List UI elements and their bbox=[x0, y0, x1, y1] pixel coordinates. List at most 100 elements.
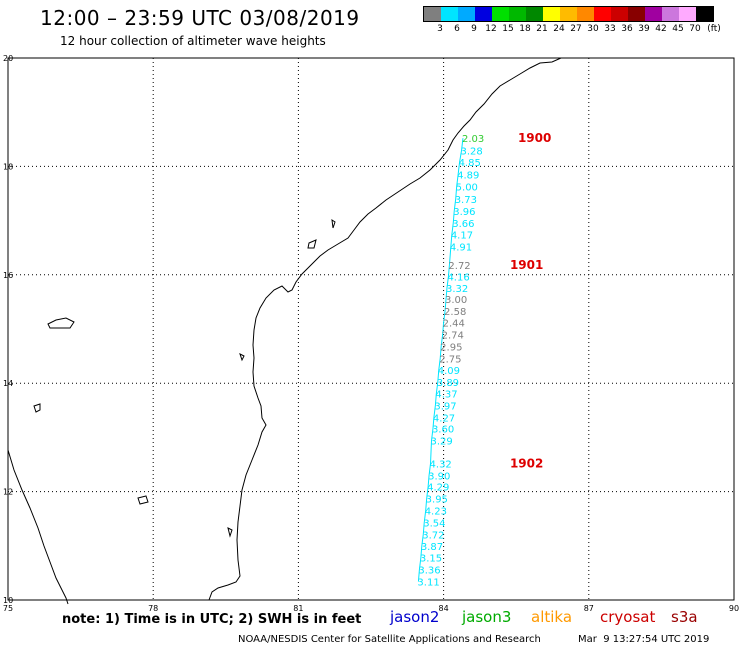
wave-height-label: 2.72 bbox=[448, 261, 470, 272]
coastline-west bbox=[7, 449, 69, 605]
wave-height-label: 3.72 bbox=[422, 530, 444, 541]
island-4 bbox=[307, 239, 317, 249]
wave-height-label: 3.97 bbox=[434, 401, 456, 412]
coastline-india-east bbox=[208, 57, 562, 601]
lon-tick-label: 81 bbox=[293, 604, 303, 613]
lon-tick-label: 87 bbox=[584, 604, 594, 613]
legend-ticks: 3 6 9 12 15 18 21 24 27 30 33 36 39 42 45 70 (ft) bbox=[423, 22, 721, 36]
legend-swatch bbox=[492, 7, 509, 21]
pass-time-label: 1902 bbox=[510, 456, 543, 470]
color-legend: 3 6 9 12 15 18 21 24 27 30 33 36 39 42 45 70 (ft) bbox=[423, 6, 721, 36]
island-2 bbox=[137, 495, 149, 505]
legend-tick-label: 3 bbox=[437, 24, 443, 34]
satellite-cryosat: cryosat bbox=[600, 608, 656, 626]
legend-swatch bbox=[458, 7, 475, 21]
wave-height-label: 2.58 bbox=[444, 307, 466, 318]
page-title: 12:00 – 23:59 UTC 03/08/2019 bbox=[40, 6, 360, 30]
wave-height-label: 4.23 bbox=[425, 507, 447, 518]
wave-height-label: 4.91 bbox=[450, 243, 472, 254]
legend-tick-label: 33 bbox=[604, 24, 616, 34]
island-1 bbox=[47, 317, 75, 329]
island-7 bbox=[239, 353, 245, 362]
wave-height-label: 4.29 bbox=[427, 483, 449, 494]
legend-tick-label: 6 bbox=[454, 24, 460, 34]
wave-height-label: 3.15 bbox=[420, 554, 442, 565]
legend-tick-label: 18 bbox=[519, 24, 531, 34]
legend-tick-label: 30 bbox=[587, 24, 599, 34]
wave-height-label: 4.16 bbox=[447, 272, 469, 283]
wave-height-label: 3.87 bbox=[421, 542, 443, 553]
wave-height-label: 4.85 bbox=[459, 158, 481, 169]
legend-swatch bbox=[526, 7, 543, 21]
legend-swatch bbox=[509, 7, 526, 21]
legend-tick-label: 42 bbox=[655, 24, 667, 34]
legend-swatch bbox=[679, 7, 696, 21]
legend-swatch bbox=[424, 7, 441, 21]
generated-timestamp: Mar 9 13:27:54 UTC 2019 bbox=[578, 634, 710, 645]
wave-height-label: 3.36 bbox=[418, 566, 440, 577]
wave-height-label: 3.60 bbox=[432, 425, 454, 436]
legend-tick-label: 21 bbox=[536, 24, 548, 34]
wave-height-label: 4.17 bbox=[451, 231, 473, 242]
map-frame bbox=[7, 57, 735, 601]
wave-height-label: 3.54 bbox=[423, 518, 445, 529]
wave-height-label: 2.75 bbox=[439, 354, 461, 365]
legend-swatch bbox=[543, 7, 560, 21]
wave-height-label: 3.90 bbox=[428, 471, 450, 482]
pass-time-label: 1901 bbox=[510, 258, 543, 272]
observation-layer: 2.03 3.284.85 4.895.00 3.733.963.664.174.91… bbox=[417, 131, 551, 588]
satellite-ground-track bbox=[417, 138, 464, 582]
legend-swatches bbox=[423, 6, 714, 22]
legend-swatch bbox=[662, 7, 679, 21]
island-6 bbox=[227, 527, 233, 538]
wave-height-label: 2.03 bbox=[462, 134, 484, 145]
pass-time-label: 1900 bbox=[518, 131, 551, 145]
wave-height-label: 4.89 bbox=[457, 171, 479, 182]
wave-height-label: 3.00 bbox=[445, 295, 467, 306]
wave-height-label: 4.32 bbox=[430, 459, 452, 470]
lon-tick-label: 84 bbox=[439, 604, 449, 613]
legend-tick-label: 15 bbox=[502, 24, 514, 34]
wave-height-label: 3.32 bbox=[446, 284, 468, 295]
wave-height-label: 4.37 bbox=[435, 389, 457, 400]
wave-height-label: 4.09 bbox=[438, 366, 460, 377]
island-3 bbox=[33, 403, 41, 413]
island-5 bbox=[331, 218, 336, 229]
satellite-altika: altika bbox=[531, 608, 573, 626]
legend-tick-label: 27 bbox=[570, 24, 582, 34]
satellite-s3a: s3a bbox=[671, 608, 698, 626]
coastline bbox=[7, 57, 562, 605]
legend-swatch bbox=[696, 7, 713, 21]
footer-note: note: 1) Time is in UTC; 2) SWH is in fe… bbox=[62, 612, 362, 627]
satellite-jason2: jason2 bbox=[390, 608, 440, 626]
legend-tick-label: 39 bbox=[638, 24, 650, 34]
lon-tick-label: 78 bbox=[148, 604, 158, 613]
legend-tick-label: 36 bbox=[621, 24, 633, 34]
wave-height-label: 3.11 bbox=[417, 578, 439, 589]
legend-swatch bbox=[475, 7, 492, 21]
wave-height-label: 3.66 bbox=[452, 219, 474, 230]
lon-tick-label: 75 bbox=[3, 604, 13, 613]
wave-height-label: 3.95 bbox=[426, 495, 448, 506]
legend-swatch bbox=[645, 7, 662, 21]
wave-height-label: 3.73 bbox=[455, 195, 477, 206]
legend-tick-label: 70 bbox=[689, 24, 701, 34]
lon-tick-label: 90 bbox=[729, 604, 739, 613]
legend-swatch bbox=[594, 7, 611, 21]
legend-tick-label: 12 bbox=[485, 24, 497, 34]
legend-swatch bbox=[628, 7, 645, 21]
credit-line: NOAA/NESDIS Center for Satellite Applica… bbox=[238, 634, 541, 645]
legend-swatch bbox=[560, 7, 577, 21]
legend-swatch bbox=[611, 7, 628, 21]
wave-height-label: 3.29 bbox=[431, 437, 453, 448]
legend-tick-label: 9 bbox=[471, 24, 477, 34]
wave-height-label: 3.96 bbox=[453, 207, 475, 218]
wave-height-label: 2.74 bbox=[442, 330, 464, 341]
legend-swatch bbox=[441, 7, 458, 21]
legend-tick-label: 24 bbox=[553, 24, 565, 34]
wave-height-label: 2.44 bbox=[443, 318, 465, 329]
wave-height-label: 2.95 bbox=[440, 342, 462, 353]
wave-height-label: 3.89 bbox=[437, 378, 459, 389]
